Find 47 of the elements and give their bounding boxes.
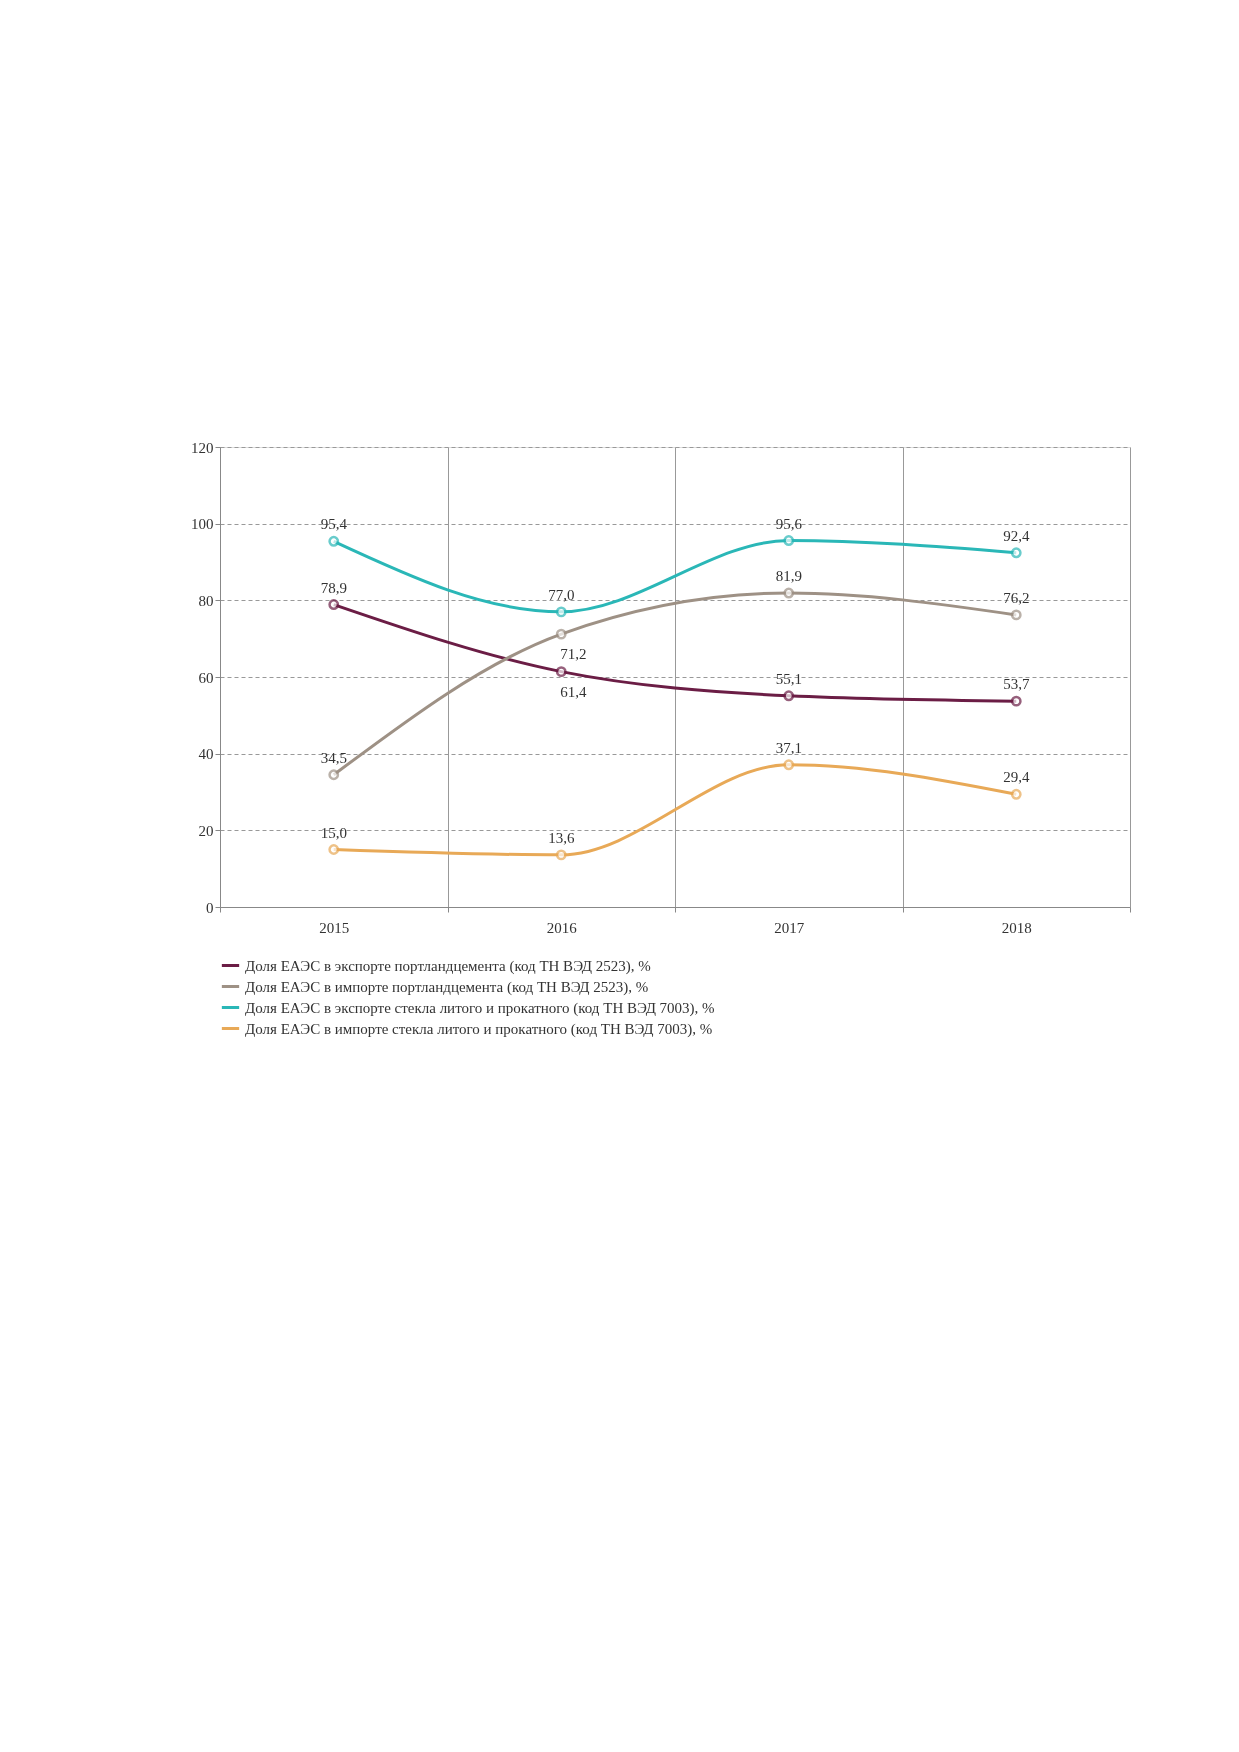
data-label: 55,1	[775, 670, 802, 687]
point	[1010, 609, 1022, 621]
point	[328, 769, 340, 781]
x-tick-label: 2018	[1001, 919, 1032, 936]
legend-label: Доля ЕАЭС в экспорте стекла литого и прокатного (код ТН ВЭД 7003), %	[245, 999, 715, 1017]
data-label: 13,6	[548, 829, 575, 846]
data-label: 29,4	[1003, 769, 1030, 786]
x-tick-label: 2017	[774, 919, 805, 936]
point	[783, 690, 795, 702]
data-label: 77,0	[548, 586, 575, 603]
data-label: 92,4	[1003, 527, 1030, 544]
data-label: 95,4	[320, 516, 348, 533]
data-label: 95,6	[775, 515, 803, 532]
x-tick-label: 2016	[546, 919, 578, 936]
data-label: 81,9	[775, 568, 802, 585]
data-label: 61,4	[560, 683, 587, 700]
point	[555, 628, 567, 640]
point	[1010, 695, 1022, 707]
point	[328, 844, 340, 855]
legend-label: Доля ЕАЭС в экспорте портландцемента (код ТН ВЭД 2523), %	[245, 957, 651, 975]
data-label: 76,2	[1003, 589, 1030, 606]
y-tick-label: 40	[198, 746, 214, 763]
point	[555, 666, 567, 678]
x-tick-label: 2015	[319, 919, 350, 936]
point	[783, 535, 795, 546]
y-tick-label: 20	[198, 822, 214, 839]
data-label: 78,9	[320, 579, 347, 596]
y-tick-label: 120	[191, 439, 214, 456]
point	[1010, 788, 1022, 800]
point	[328, 599, 340, 610]
point	[1010, 547, 1022, 559]
data-label: 37,1	[775, 739, 802, 756]
point	[783, 759, 795, 771]
data-label: 34,5	[320, 749, 347, 766]
point	[783, 587, 795, 599]
point	[555, 849, 567, 861]
point	[555, 606, 567, 618]
data-label: 15,0	[320, 824, 347, 841]
data-label: 53,7	[1003, 676, 1030, 693]
y-tick-label: 80	[198, 592, 214, 609]
point	[328, 535, 340, 547]
y-tick-label: 0	[206, 899, 214, 916]
legend-label: Доля ЕАЭС в импорте стекла литого и прокатного (код ТН ВЭД 7003), %	[245, 1020, 713, 1038]
y-tick-label: 100	[191, 516, 214, 533]
legend-label: Доля ЕАЭС в импорте портландцемента (код ТН ВЭД 2523), %	[245, 978, 649, 996]
y-tick-label: 60	[198, 669, 214, 686]
data-label: 71,2	[560, 646, 587, 663]
